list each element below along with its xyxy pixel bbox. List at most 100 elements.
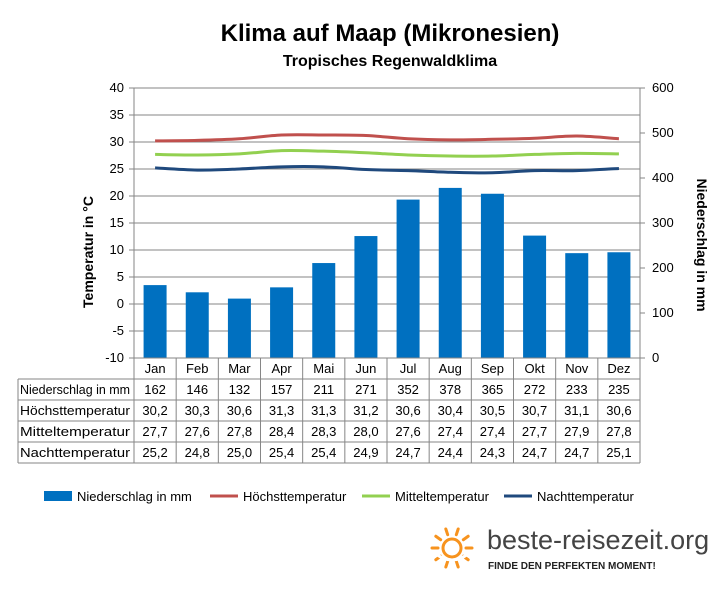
- table-cell: 27,8: [227, 424, 252, 439]
- table-cell: 378: [439, 382, 461, 397]
- table-cell: 27,6: [395, 424, 420, 439]
- x-tick-label: Dez: [607, 361, 630, 376]
- table-cell: 24,7: [564, 445, 589, 460]
- sun-ray: [461, 534, 470, 542]
- table-row-header: Niederschlag in mm: [20, 382, 130, 397]
- table-cell: 30,7: [522, 403, 547, 418]
- x-tick-label: Jan: [145, 361, 166, 376]
- x-tick-label: Jul: [400, 361, 417, 376]
- precipitation-bar: [480, 193, 504, 358]
- table-cell: 28,4: [269, 424, 294, 439]
- table-cell: 31,3: [269, 403, 294, 418]
- table-cell: 25,1: [606, 445, 631, 460]
- table-cell: 30,6: [606, 403, 631, 418]
- table-cell: 30,6: [395, 403, 420, 418]
- table-cell: 27,9: [564, 424, 589, 439]
- y-right-tick-label: 100: [652, 305, 674, 320]
- table-cell: 365: [482, 382, 504, 397]
- table-cell: 28,3: [311, 424, 336, 439]
- y-right-tick-label: 600: [652, 80, 674, 95]
- sun-ray: [434, 534, 443, 542]
- table-cell: 27,4: [480, 424, 505, 439]
- table-cell: 157: [271, 382, 293, 397]
- y-left-tick-label: 20: [110, 188, 124, 203]
- table-cell: 162: [144, 382, 166, 397]
- table-cell: 132: [229, 382, 251, 397]
- table-cell: 272: [524, 382, 546, 397]
- brand-tagline: FINDE DEN PERFEKTEN MOMENT!: [488, 561, 656, 572]
- y-left-tick-label: 40: [110, 80, 124, 95]
- brand-name: beste-reisezeit.org: [487, 525, 709, 555]
- x-tick-label: Feb: [186, 361, 208, 376]
- brand-logo[interactable]: beste-reisezeit.org FINDE DEN PERFEKTEN …: [430, 525, 709, 572]
- legend-swatch-bars: [44, 491, 72, 501]
- gridlines: [133, 87, 641, 359]
- y-right-tick-label: 300: [652, 215, 674, 230]
- series-line-1: [155, 148, 619, 158]
- sun-ray: [454, 527, 460, 537]
- table-cell: 27,6: [185, 424, 210, 439]
- table-cell: 27,7: [142, 424, 167, 439]
- table-cell: 24,4: [438, 445, 463, 460]
- y-left-axis-title: Temperatur in °C: [80, 196, 96, 308]
- sun-ray: [454, 559, 460, 569]
- table-cell: 27,4: [438, 424, 463, 439]
- sun-smile: [435, 552, 469, 562]
- legend-label: Nachttemperatur: [537, 489, 634, 504]
- table-cell: 146: [186, 382, 208, 397]
- table-cell: 25,2: [142, 445, 167, 460]
- table-cell: 25,4: [269, 445, 294, 460]
- table-cell: 24,7: [522, 445, 547, 460]
- table-cell: 31,1: [564, 403, 589, 418]
- table-cell: 25,0: [227, 445, 252, 460]
- x-tick-label: Mai: [313, 361, 334, 376]
- table-cell: 233: [566, 382, 588, 397]
- x-tick-label: Aug: [439, 361, 462, 376]
- y-right-axis-title: Niederschlag in mm: [694, 178, 710, 311]
- chart-subtitle: Tropisches Regenwaldklima: [283, 53, 497, 70]
- x-tick-label: Sep: [481, 361, 504, 376]
- series-line-2: [155, 165, 619, 175]
- table-cell: 25,4: [311, 445, 336, 460]
- table-cell: 24,9: [353, 445, 378, 460]
- sun-ray: [444, 527, 450, 537]
- sun-core: [441, 537, 463, 559]
- y-right-tick-label: 200: [652, 260, 674, 275]
- table-cell: 27,7: [522, 424, 547, 439]
- legend-label: Mitteltemperatur: [395, 489, 490, 504]
- legend-label: Niederschlag in mm: [77, 489, 192, 504]
- table-cell: 24,7: [395, 445, 420, 460]
- sun-ray: [444, 559, 450, 569]
- x-tick-label: Apr: [271, 361, 292, 376]
- table-cell: 30,6: [227, 403, 252, 418]
- table-cell: 30,3: [185, 403, 210, 418]
- temperature-lines: [155, 133, 620, 175]
- precipitation-bar: [396, 199, 420, 358]
- table-row-header: Höchsttemperatur: [20, 403, 131, 418]
- table-cell: 30,2: [142, 403, 167, 418]
- table-cell: 235: [608, 382, 630, 397]
- table-cell: 352: [397, 382, 419, 397]
- table-cell: 24,8: [185, 445, 210, 460]
- precipitation-bars: [143, 187, 631, 358]
- precipitation-bar: [565, 253, 589, 358]
- y-right-tick-label: 500: [652, 125, 674, 140]
- y-left-tick-label: -5: [112, 323, 124, 338]
- x-tick-label: Mar: [228, 361, 251, 376]
- table-cell: 31,2: [353, 403, 378, 418]
- y-left-tick-label: 0: [117, 296, 124, 311]
- precipitation-bar: [607, 252, 631, 358]
- precipitation-bar: [438, 187, 462, 358]
- table-cell: 24,3: [480, 445, 505, 460]
- precipitation-bar: [270, 287, 294, 358]
- table-cell: 30,4: [438, 403, 463, 418]
- precipitation-bar: [312, 263, 336, 358]
- table-cell: 31,3: [311, 403, 336, 418]
- y-left-tick-label: 15: [110, 215, 124, 230]
- table-cell: 28,0: [353, 424, 378, 439]
- series-line-0: [155, 133, 620, 143]
- table-row-header: Mitteltemperatur: [20, 424, 131, 439]
